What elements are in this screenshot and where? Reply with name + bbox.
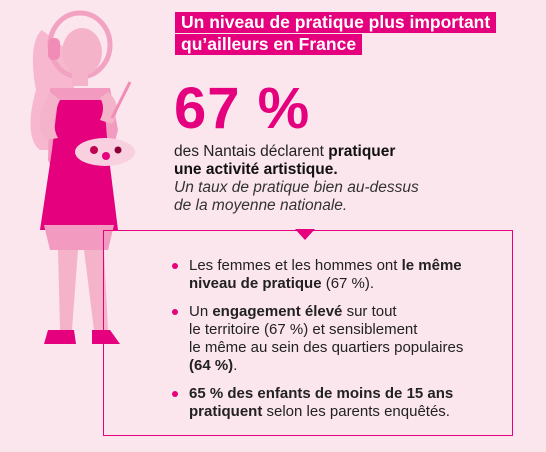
bullet-text: sur tout [342, 303, 397, 320]
headline-line-1: Un niveau de pratique plus important [175, 12, 497, 33]
main-statistic: 67 % [174, 76, 311, 141]
bullet-text: le même au sein des quartiers populaires [189, 339, 464, 356]
bullet-dot-icon [172, 263, 178, 269]
bullet-text: selon les parents enquêtés. [262, 403, 450, 420]
bullet-text: . [233, 357, 238, 374]
list-item: Un engagement élevé sur tout le territoi… [172, 303, 512, 375]
headline: Un niveau de pratique plus important qu’… [175, 12, 497, 56]
desc-bold-1: pratiquer [328, 143, 396, 160]
bullet-bold: engagement élevé [212, 303, 343, 320]
desc-subtitle-1: Un taux de pratique bien au-dessus [174, 179, 419, 196]
bullet-bold: (64 %) [189, 357, 234, 374]
bullet-text: Un [189, 303, 213, 320]
statistic-description: des Nantais déclarent pratiquer une acti… [174, 143, 419, 215]
bullet-list: Les femmes et les hommes ont le même niv… [172, 257, 512, 431]
bullet-bold: niveau de pratique [189, 275, 322, 292]
bullet-bold: 65 % des enfants de moins de 15 ans [189, 385, 454, 402]
box-pointer-triangle [295, 229, 315, 240]
desc-bold-2: une activité artistique. [174, 161, 338, 178]
headline-line-2: qu’ailleurs en France [175, 34, 363, 55]
bullet-text: le territoire (67 %) et sensiblement [189, 321, 418, 338]
list-item: 65 % des enfants de moins de 15 ans prat… [172, 385, 512, 421]
bullet-bold: pratiquent [189, 403, 263, 420]
bullet-text: (67 %). [321, 275, 375, 292]
bullet-bold: le même [401, 257, 462, 274]
list-item: Les femmes et les hommes ont le même niv… [172, 257, 512, 293]
painter-illustration [30, 10, 135, 344]
bullet-text: Les femmes et les hommes ont [189, 257, 402, 274]
desc-subtitle-2: de la moyenne nationale. [174, 197, 348, 214]
bullet-dot-icon [172, 391, 178, 397]
desc-text: des Nantais déclarent [174, 143, 329, 160]
bullet-dot-icon [172, 309, 178, 315]
